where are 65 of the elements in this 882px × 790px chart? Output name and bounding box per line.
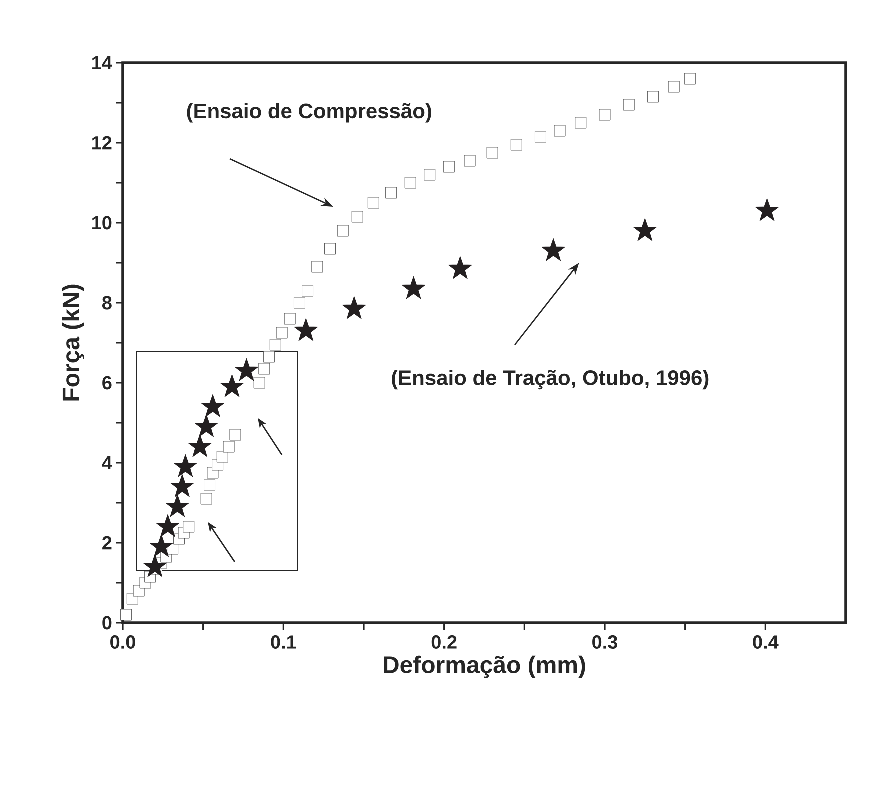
point bbox=[684, 73, 696, 85]
y-tick-label: 14 bbox=[92, 56, 112, 70]
point bbox=[223, 441, 235, 453]
point bbox=[424, 169, 436, 181]
point bbox=[230, 429, 242, 441]
y-tick-label: 8 bbox=[102, 296, 112, 310]
x-tick-label: 0.3 bbox=[592, 636, 618, 650]
point bbox=[166, 494, 190, 518]
point bbox=[599, 109, 611, 121]
point bbox=[486, 147, 498, 159]
point bbox=[150, 534, 174, 558]
annotation: (Ensaio de Compressão) bbox=[187, 103, 432, 123]
point bbox=[648, 91, 659, 103]
x-tick-label: 0.0 bbox=[110, 636, 136, 649]
point bbox=[174, 454, 198, 478]
point bbox=[337, 225, 349, 237]
x-axis-title: Deformação (mm) bbox=[384, 656, 586, 678]
point bbox=[216, 451, 228, 463]
point bbox=[170, 474, 194, 498]
point bbox=[120, 609, 132, 621]
point bbox=[312, 261, 324, 273]
y-tick-label: 2 bbox=[102, 536, 112, 550]
point bbox=[220, 374, 244, 398]
point bbox=[404, 177, 416, 189]
point bbox=[264, 351, 275, 363]
point bbox=[294, 318, 318, 342]
point bbox=[352, 211, 364, 223]
point bbox=[156, 514, 180, 538]
x-tick-label: 0.1 bbox=[271, 636, 296, 649]
point bbox=[542, 238, 566, 262]
point bbox=[188, 434, 212, 458]
y-tick-label: 10 bbox=[92, 216, 112, 230]
point bbox=[183, 521, 195, 533]
annotation: (Ensaio de Tração, Otubo, 1996) bbox=[392, 370, 709, 390]
point bbox=[623, 99, 635, 111]
point bbox=[302, 285, 314, 297]
point bbox=[510, 139, 522, 151]
y-tick-label: 4 bbox=[102, 456, 112, 470]
point bbox=[756, 198, 779, 222]
point bbox=[633, 218, 657, 242]
y-axis-title: Força (kN) bbox=[62, 284, 84, 401]
point bbox=[342, 296, 366, 320]
point bbox=[201, 394, 225, 418]
point bbox=[386, 187, 398, 199]
point bbox=[575, 117, 587, 129]
point bbox=[464, 155, 476, 167]
point bbox=[254, 377, 266, 389]
point bbox=[258, 363, 270, 375]
point bbox=[200, 493, 212, 505]
point bbox=[270, 339, 282, 351]
point bbox=[448, 256, 472, 280]
point bbox=[284, 313, 296, 325]
point bbox=[235, 358, 258, 382]
y-tick-label: 6 bbox=[102, 376, 112, 390]
point bbox=[668, 81, 680, 93]
point bbox=[554, 125, 566, 137]
x-tick-label: 0.2 bbox=[432, 636, 457, 649]
point bbox=[276, 327, 288, 339]
point bbox=[443, 161, 455, 173]
point bbox=[368, 197, 380, 209]
y-tick-label: 0 bbox=[102, 616, 112, 630]
point bbox=[402, 276, 426, 300]
point bbox=[194, 414, 218, 438]
x-tick-label: 0.4 bbox=[753, 636, 779, 649]
y-tick-label: 12 bbox=[92, 136, 112, 150]
